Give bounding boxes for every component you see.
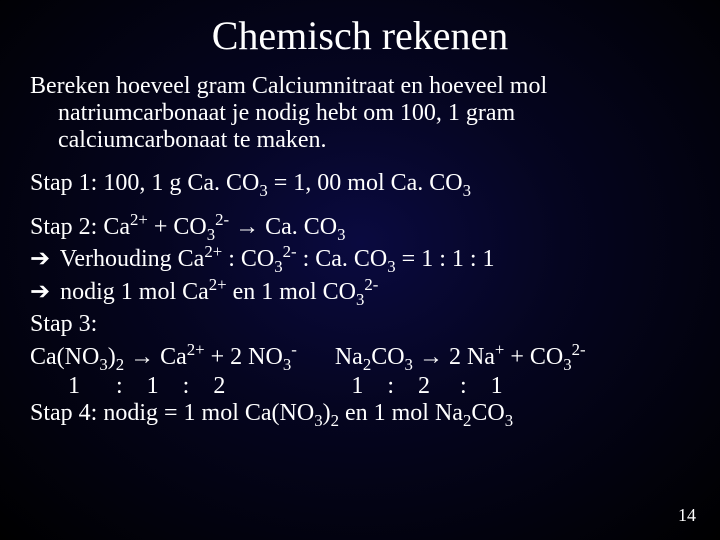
step4-close: ) — [323, 400, 331, 426]
step2-need-a: nodig 1 mol Ca — [60, 279, 209, 305]
s3l-casup: 2+ — [187, 340, 205, 359]
s3l-s2: 2 — [116, 354, 124, 373]
step3-equations: Ca(NO3)2 → Ca2+ + 2 NO3- Na2CO3 → 2 Na+ … — [30, 341, 690, 373]
step3-right-eq: Na2CO3 → 2 Na+ + CO32- — [297, 341, 586, 373]
step4-b: en 1 mol Na — [339, 400, 463, 426]
step3-left-eq: Ca(NO3)2 → Ca2+ + 2 NO3- — [30, 341, 297, 373]
step2-need-a-sup: 2+ — [209, 275, 227, 294]
step4-s2: 2 — [331, 411, 339, 430]
step1-sub1: 3 — [259, 181, 267, 200]
step2-ratio-a-sup: 2+ — [204, 242, 222, 261]
s3r-arr: → 2 Na — [413, 344, 495, 370]
step-4: Stap 4: nodig = 1 mol Ca(NO3)2 en 1 mol … — [30, 400, 690, 427]
step2-ca: Ca — [103, 214, 130, 240]
step1-a: 100, 1 g Ca. CO — [103, 170, 259, 196]
step3-ratios: 1 : 1 : 2 1 : 2 : 1 — [30, 373, 690, 400]
step2-label: Stap 2: — [30, 214, 103, 240]
s3l-plus: + 2 NO — [205, 344, 283, 370]
step3-ratio-left: 1 : 1 : 2 — [30, 373, 225, 400]
s3r-co: CO — [371, 344, 404, 370]
step-1: Stap 1: 100, 1 g Ca. CO3 = 1, 00 mol Ca.… — [30, 170, 690, 197]
s3r-nasup: + — [495, 340, 504, 359]
s3l-a: Ca(NO — [30, 344, 99, 370]
step2-need-b-sup: 2- — [364, 275, 378, 294]
step2-co3-sub: 3 — [207, 225, 215, 244]
s3r-plus: + CO — [504, 344, 563, 370]
step2-ratio-eq: = 1 : 1 : 1 — [396, 246, 495, 272]
step3-ratio-right: 1 : 2 : 1 — [225, 373, 502, 400]
step-2: Stap 2: Ca2+ + CO32- → Ca. CO3 Verhoudin… — [30, 211, 690, 308]
step1-label: Stap 1: — [30, 170, 103, 196]
problem-line-1: Bereken hoeveel gram Calciumnitraat en h… — [30, 73, 690, 100]
step1-sub2: 3 — [463, 181, 471, 200]
step-3: Stap 3: Ca(NO3)2 → Ca2+ + 2 NO3- Na2CO3 … — [30, 308, 690, 400]
step2-need: nodig 1 mol Ca2+ en 1 mol CO32- — [30, 276, 690, 308]
s3l-arr: → Ca — [124, 344, 187, 370]
problem-line-2: natriumcarbonaat je nodig hebt om 100, 1… — [30, 100, 690, 127]
step4-co: CO — [471, 400, 504, 426]
step2-need-b: en 1 mol CO — [227, 279, 356, 305]
page-number: 14 — [678, 505, 696, 526]
s3r-co3sub: 3 — [563, 354, 571, 373]
step2-ratio-b-sup: 2- — [283, 242, 297, 261]
step2-ratio-b-sub: 3 — [274, 257, 282, 276]
step4-s4: 3 — [505, 411, 513, 430]
step2-ca-sup: 2+ — [130, 210, 148, 229]
s3l-close: ) — [108, 344, 116, 370]
step2-ratio-label: Verhouding Ca — [60, 246, 205, 272]
problem-statement: Bereken hoeveel gram Calciumnitraat en h… — [30, 73, 690, 154]
step4-s1: 3 — [314, 411, 322, 430]
step2-ratio-c1: : CO — [222, 246, 274, 272]
s3l-s1: 3 — [99, 354, 107, 373]
s3r-s2: 3 — [405, 354, 413, 373]
step2-arrow: → Ca. CO — [229, 214, 337, 240]
step3-label: Stap 3: — [30, 308, 690, 340]
s3r-s1: 2 — [363, 354, 371, 373]
problem-line-3: calciumcarbonaat te maken. — [30, 127, 690, 154]
s3r-na: Na — [335, 344, 363, 370]
step2-co3-sup: 2- — [215, 210, 229, 229]
step2-ratio: Verhouding Ca2+ : CO32- : Ca. CO3 = 1 : … — [30, 243, 690, 275]
slide-title: Chemisch rekenen — [30, 12, 690, 59]
step2-equation: Stap 2: Ca2+ + CO32- → Ca. CO3 — [30, 211, 690, 243]
step2-plus: + CO — [148, 214, 207, 240]
step1-b: = 1, 00 mol Ca. CO — [268, 170, 463, 196]
step2-ratio-c-sub: 3 — [387, 257, 395, 276]
step4-label: Stap 4: — [30, 400, 103, 426]
step2-ratio-c2: : Ca. CO — [297, 246, 388, 272]
step4-a: nodig = 1 mol Ca(NO — [103, 400, 314, 426]
step2-prod-sub: 3 — [337, 225, 345, 244]
s3r-co3sup: 2- — [572, 340, 586, 359]
s3l-no3sub: 3 — [283, 354, 291, 373]
